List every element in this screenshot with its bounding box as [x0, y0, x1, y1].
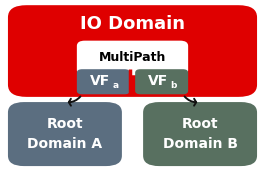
FancyBboxPatch shape [8, 5, 257, 97]
FancyBboxPatch shape [77, 69, 130, 94]
Text: VF: VF [90, 74, 110, 88]
FancyBboxPatch shape [135, 69, 188, 94]
Text: a: a [112, 81, 118, 90]
FancyBboxPatch shape [143, 102, 257, 166]
Text: Root
Domain B: Root Domain B [162, 117, 238, 151]
Text: Root
Domain A: Root Domain A [27, 117, 103, 151]
Text: VF: VF [148, 74, 169, 88]
FancyBboxPatch shape [77, 41, 188, 75]
Text: b: b [170, 81, 177, 90]
Text: IO Domain: IO Domain [80, 15, 185, 33]
FancyBboxPatch shape [8, 102, 122, 166]
Text: MultiPath: MultiPath [99, 51, 166, 65]
